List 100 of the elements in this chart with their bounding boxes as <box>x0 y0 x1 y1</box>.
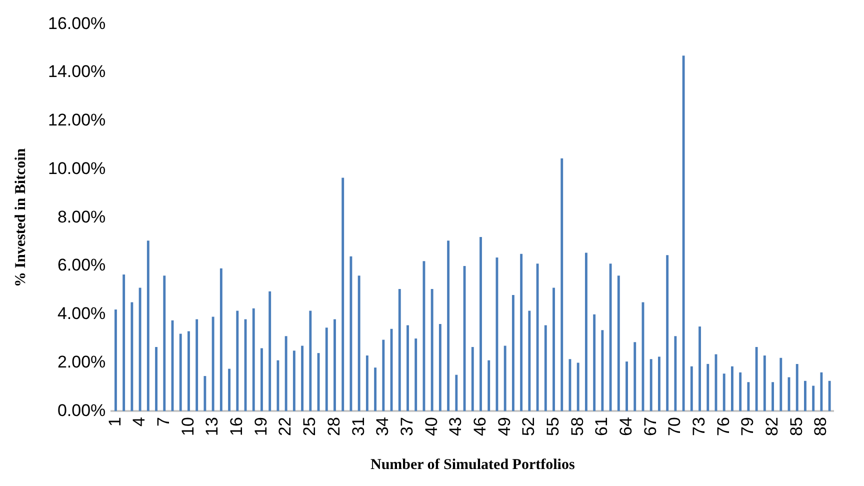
bar <box>828 380 831 412</box>
bar <box>268 291 272 412</box>
x-tick-label: 76 <box>714 417 733 436</box>
bar <box>334 319 336 412</box>
x-tick-label: 55 <box>543 417 562 436</box>
y-tick-label: 8.00% <box>57 207 106 226</box>
bar <box>292 350 296 412</box>
bar <box>626 362 628 412</box>
bar <box>188 331 190 412</box>
bar <box>122 274 126 412</box>
bar <box>528 310 531 412</box>
bar <box>706 364 710 412</box>
y-tick-label: 10.00% <box>48 158 106 178</box>
x-tick-label: 34 <box>373 417 392 436</box>
bar <box>358 276 360 412</box>
bar <box>658 356 660 412</box>
bar <box>155 347 158 412</box>
y-tick-label: 2.00% <box>57 352 106 372</box>
x-axis-title: Number of Simulated Portfolios <box>370 456 575 473</box>
x-tick-label: 73 <box>689 417 708 436</box>
bar <box>228 368 230 412</box>
x-tick-label: 88 <box>811 417 830 436</box>
bar <box>455 374 458 412</box>
bar <box>342 178 344 412</box>
bar <box>309 310 312 412</box>
x-tick-label: 64 <box>616 417 636 436</box>
x-tick-label: 7 <box>154 417 174 427</box>
x-tick-label: 1 <box>105 417 124 427</box>
x-tick-label: 58 <box>568 417 587 436</box>
bar <box>576 362 580 412</box>
bar <box>284 336 288 412</box>
bar <box>382 340 385 412</box>
x-tick-label: 37 <box>397 417 416 436</box>
bar <box>276 360 280 412</box>
bar <box>398 288 401 412</box>
bar <box>690 366 693 412</box>
bar <box>650 359 652 412</box>
bar <box>772 382 774 412</box>
x-tick-label: 43 <box>446 417 466 436</box>
y-tick-label: 16.00% <box>48 14 106 33</box>
bar <box>374 368 377 412</box>
x-tick-label: 22 <box>276 417 295 436</box>
bar <box>560 158 564 412</box>
bar <box>739 372 742 412</box>
x-tick-label: 85 <box>786 417 806 436</box>
bar <box>755 347 758 412</box>
x-tick-label: 52 <box>519 417 538 436</box>
y-tick-label: 0.00% <box>57 400 106 420</box>
bar <box>512 295 514 412</box>
bar <box>674 336 677 412</box>
bar <box>220 268 222 412</box>
x-tick-label: 67 <box>640 417 660 436</box>
y-axis-title: % Invested in Bitcoin <box>12 148 29 288</box>
bar <box>447 240 450 412</box>
x-tick-label: 19 <box>251 417 270 436</box>
x-tick-label: 28 <box>324 417 344 436</box>
bar <box>666 255 669 412</box>
bar <box>584 252 588 412</box>
bar <box>634 342 636 412</box>
bar <box>520 254 523 412</box>
bar <box>682 56 685 412</box>
bar <box>204 376 206 412</box>
bar <box>350 256 352 412</box>
x-tick-label: 25 <box>300 417 320 436</box>
x-tick-label: 13 <box>202 417 222 436</box>
bar <box>406 325 409 412</box>
bar <box>609 264 612 412</box>
bar <box>114 310 117 412</box>
bar <box>698 326 701 412</box>
bar <box>260 348 263 412</box>
bar <box>804 380 806 412</box>
bar <box>552 288 555 412</box>
x-tick-label: 46 <box>470 417 490 436</box>
bar <box>163 276 166 412</box>
bar <box>820 372 823 412</box>
bar <box>414 338 418 412</box>
bar <box>138 288 142 412</box>
bar <box>796 364 798 412</box>
x-tick-label: 4 <box>130 417 149 427</box>
bar <box>179 334 182 412</box>
bar <box>747 382 750 412</box>
y-tick-label: 4.00% <box>57 304 106 324</box>
bar <box>593 314 596 412</box>
x-tick-label: 70 <box>665 417 684 436</box>
bar <box>471 347 474 412</box>
bar <box>252 308 255 412</box>
x-tick-label: 16 <box>227 417 246 436</box>
bar <box>488 360 490 412</box>
y-tick-label: 12.00% <box>48 110 106 130</box>
bar <box>504 346 506 412</box>
x-tick-label: 10 <box>178 417 198 436</box>
bar <box>212 316 214 412</box>
bar <box>722 374 726 412</box>
bar <box>812 386 815 412</box>
bar <box>325 328 328 412</box>
bar <box>146 240 150 412</box>
x-tick-label: 40 <box>422 417 441 436</box>
x-tick-label: 82 <box>762 417 782 436</box>
y-tick-label: 14.00% <box>48 62 106 82</box>
x-tick-label: 61 <box>592 417 612 436</box>
